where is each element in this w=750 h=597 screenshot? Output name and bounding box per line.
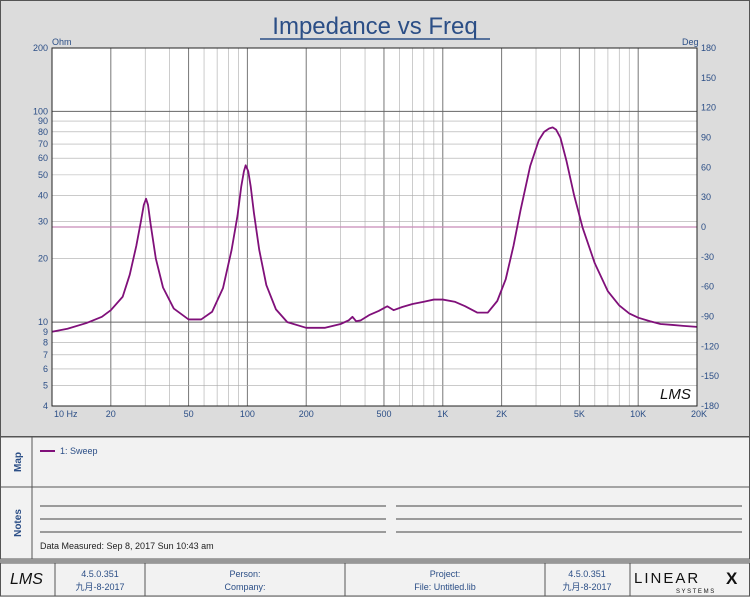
x-tick-label: 100 (240, 409, 255, 419)
x-tick-label: 500 (376, 409, 391, 419)
footer-date-right: 九月-8-2017 (562, 582, 611, 592)
y-tick-label: 100 (33, 106, 48, 116)
chart-title: Impedance vs Freq (272, 13, 477, 40)
notes-label: Notes (13, 509, 24, 537)
y-tick-label: 90 (38, 116, 48, 126)
lms-watermark: LMS (660, 386, 691, 403)
y2-tick-label: -90 (701, 312, 714, 322)
linearx-x: X (726, 569, 738, 588)
y2-tick-label: -120 (701, 341, 719, 351)
footer (0, 562, 750, 597)
notes-lines (40, 505, 742, 533)
footer-company: Company: (224, 582, 265, 592)
x-tick-label: 50 (184, 409, 194, 419)
y-left-unit: Ohm (52, 37, 72, 47)
x-tick-label: 2K (496, 409, 507, 419)
y2-tick-label: 150 (701, 73, 716, 83)
x-tick-label: 1K (437, 409, 448, 419)
y-tick-label: 10 (38, 317, 48, 327)
y-tick-label: 8 (43, 338, 48, 348)
y2-tick-label: 60 (701, 162, 711, 172)
footer-date-left: 九月-8-2017 (75, 582, 124, 592)
y-tick-label: 60 (38, 153, 48, 163)
y-right-unit: Deg (682, 37, 699, 47)
linearx-logo: LINEAR X S Y S T E M S (634, 569, 738, 595)
x-tick-label: 200 (299, 409, 314, 419)
y2-tick-label: 90 (701, 133, 711, 143)
y2-tick-label: 30 (701, 192, 711, 202)
x-axis: 10 Hz 20 50 100 200 500 1K 2K 5K 10K 20K (54, 409, 707, 419)
x-tick-label: 5K (574, 409, 585, 419)
y-tick-label: 80 (38, 127, 48, 137)
legend-entry[interactable]: 1: Sweep (60, 446, 98, 456)
y-tick-label: 200 (33, 43, 48, 53)
series-group (51, 126, 698, 333)
footer-person: Person: (229, 569, 260, 579)
y-tick-label: 4 (43, 401, 48, 411)
linearx-systems: S Y S T E M S (676, 589, 714, 595)
notes-section (0, 486, 750, 560)
data-measured: Data Measured: Sep 8, 2017 Sun 10:43 am (40, 541, 214, 551)
footer-project: Project: (430, 569, 461, 579)
y2-tick-label: -60 (701, 282, 714, 292)
footer-file: File: Untitled.lib (414, 582, 476, 592)
x-tick-label: 20 (106, 409, 116, 419)
plot-border (51, 47, 698, 407)
x-tick-label: 20K (691, 409, 707, 419)
footer-version-right: 4.5.0.351 (568, 569, 606, 579)
y-tick-label: 9 (43, 327, 48, 337)
x-tick-label: 10 Hz (54, 409, 78, 419)
y2-tick-label: -150 (701, 371, 719, 381)
linearx-brand: LINEAR (634, 570, 700, 587)
x-tick-label: 10K (630, 409, 646, 419)
footer-version-left: 4.5.0.351 (81, 569, 119, 579)
y-tick-label: 30 (38, 217, 48, 227)
y-tick-label: 6 (43, 364, 48, 374)
map-label: Map (13, 452, 24, 472)
y-tick-label: 50 (38, 170, 48, 180)
y2-tick-label: 120 (701, 103, 716, 113)
y-tick-label: 7 (43, 350, 48, 360)
y2-tick-label: 0 (701, 222, 706, 232)
y-tick-label: 70 (38, 139, 48, 149)
y2-tick-label: -180 (701, 401, 719, 411)
map-section (0, 436, 750, 488)
y2-tick-label: -30 (701, 252, 714, 262)
y-tick-label: 20 (38, 254, 48, 264)
y-axis-right: 180 150 120 90 60 30 0 -30 -60 -90 -120 -150 -180 (701, 43, 719, 411)
footer-lms-logo: LMS (10, 571, 43, 588)
y2-tick-label: 180 (701, 43, 716, 53)
impedance-series-line (51, 126, 698, 333)
y-tick-label: 5 (43, 381, 48, 391)
y-tick-label: 40 (38, 190, 48, 200)
